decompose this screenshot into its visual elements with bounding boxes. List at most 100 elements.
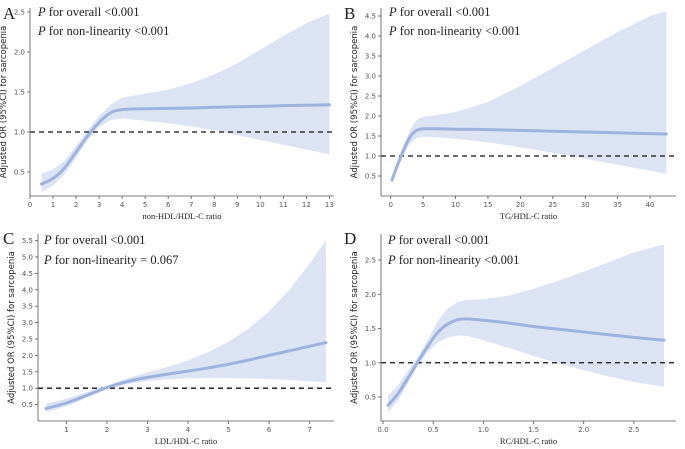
y-tick-label-d: 1.5 — [365, 325, 376, 333]
annotation-p-symbol: P — [388, 24, 397, 38]
annotation-nonlinearity-a: P for non-linearity <0.001 — [37, 24, 169, 38]
annotation-overall-text: for overall <0.001 — [52, 233, 146, 247]
x-tick-label-b: 20 — [516, 201, 525, 209]
y-tick-label-b: 3.0 — [365, 73, 376, 81]
y-tick-label-c: 4.5 — [22, 270, 33, 278]
x-tick-label-c: 6 — [267, 426, 272, 434]
x-tick-label-b: 35 — [613, 201, 622, 209]
panel-letter-c: C — [3, 229, 14, 248]
x-axis-title-a: non-HDL/HDL-C ratio — [142, 211, 221, 221]
x-tick-label-a: 6 — [166, 201, 171, 209]
y-tick-label-a: 2.5 — [14, 9, 25, 17]
x-tick-label-b: 5 — [421, 201, 425, 209]
panel-letter-b: B — [344, 4, 355, 23]
annotation-overall-a: P for overall <0.001 — [37, 5, 139, 19]
annotation-p-symbol: P — [387, 253, 396, 267]
annotation-overall-text: for overall <0.001 — [396, 233, 490, 247]
annotation-overall-b: P for overall <0.001 — [388, 5, 490, 19]
x-tick-label-a: 2 — [74, 201, 78, 209]
annotation-p-symbol: P — [37, 24, 46, 38]
y-tick-label-a: 2.0 — [14, 49, 25, 57]
y-tick-label-b: 1.0 — [365, 153, 376, 161]
x-tick-label-b: 25 — [548, 201, 557, 209]
y-tick-label-c: 2.0 — [22, 352, 33, 360]
y-tick-label-b: 3.5 — [365, 53, 376, 61]
panel-a: 0 1 2 3 4 5 6 7 8 9 10 11 12 130.51.01.52.02.5non-HDL… — [0, 4, 334, 221]
y-axis-title-d: Adjusted OR (95%CI) for sarcopenia — [350, 251, 360, 404]
annotation-p-symbol: P — [37, 5, 46, 19]
y-tick-label-d: 2.0 — [365, 291, 376, 299]
y-axis-title-b: Adjusted OR (95%CI) for sarcopenia — [350, 26, 360, 179]
x-tick-label-b: 10 — [451, 201, 460, 209]
x-tick-label-a: 5 — [143, 201, 147, 209]
annotation-nonlinearity-c: P for non-linearity = 0.067 — [43, 253, 178, 267]
y-tick-label-b: 4.5 — [365, 13, 376, 21]
y-tick-label-b: 0.5 — [365, 173, 376, 181]
panel-d: 0.0 0.5 1.0 1.5 2.0 2.5 0.5 1.0 1.5 2.0 2.5 RC/HDL-… — [344, 229, 676, 446]
annotation-nonlinearity-d: P for non-linearity <0.001 — [387, 253, 519, 267]
y-tick-label-c: 3.5 — [22, 303, 33, 311]
annotation-p-symbol: P — [387, 233, 396, 247]
annotation-overall-text: for overall <0.001 — [397, 5, 491, 19]
x-tick-label-a: 13 — [325, 201, 334, 209]
x-tick-label-b: 30 — [581, 201, 590, 209]
y-tick-label-c: 4.0 — [22, 286, 33, 294]
x-tick-label-a: 1 — [51, 201, 55, 209]
x-tick-label-a: 3 — [97, 201, 101, 209]
panel-letter-a: A — [3, 4, 16, 23]
y-tick-label-c: 0.5 — [22, 401, 33, 409]
ci-band-c — [46, 240, 326, 413]
annotation-nonlinearity-text: for non-linearity <0.001 — [397, 24, 521, 38]
or-curve-d — [386, 317, 666, 407]
x-tick-label-a: 12 — [302, 201, 311, 209]
x-tick-label-a: 10 — [256, 201, 265, 209]
y-axis-title-c: Adjusted OR (95%CI) for sarcopenia — [7, 251, 17, 404]
annotation-p-symbol: P — [43, 253, 52, 267]
annotation-overall-d: P for overall <0.001 — [387, 233, 489, 247]
y-tick-label-a: 1.0 — [14, 129, 25, 137]
x-tick-label-d: 1.5 — [528, 426, 539, 434]
x-tick-label-b: 40 — [646, 201, 655, 209]
x-tick-label-c: 7 — [307, 426, 311, 434]
annotation-p-symbol: P — [43, 233, 52, 247]
y-tick-label-d: 2.5 — [365, 257, 376, 265]
ci-band-a — [41, 13, 330, 192]
y-tick-label-c: 1.5 — [22, 368, 33, 376]
x-tick-label-c: 1 — [64, 426, 68, 434]
x-axis-title-b: TG/HDL-C ratio — [500, 211, 557, 221]
y-tick-label-b: 2.5 — [365, 93, 376, 101]
y-axis-title-a: Adjusted OR (95%CI) for sarcopenia — [0, 26, 9, 179]
panel-b: 0 5 10 15 20 25 30 35 40 0.5 1.0 1.5 2.0 2.5 3.0 3.5 4.0… — [344, 4, 676, 221]
x-tick-label-b: 15 — [484, 201, 493, 209]
y-tick-label-b: 2.0 — [365, 113, 376, 121]
x-tick-label-c: 5 — [226, 426, 230, 434]
annotation-nonlinearity-b: P for non-linearity <0.001 — [388, 24, 520, 38]
y-tick-label-d: 0.5 — [365, 394, 376, 402]
x-tick-label-a: 11 — [279, 201, 288, 209]
annotation-p-symbol: P — [388, 5, 397, 19]
x-tick-label-d: 0.5 — [428, 426, 439, 434]
or-curve-b — [390, 127, 668, 182]
y-tick-label-b: 1.5 — [365, 133, 376, 141]
x-tick-label-a: 0 — [28, 201, 32, 209]
x-tick-label-d: 0.0 — [377, 426, 388, 434]
x-tick-label-d: 2.5 — [628, 426, 639, 434]
annotation-nonlinearity-text: for non-linearity <0.001 — [46, 24, 170, 38]
y-tick-label-b: 4.0 — [365, 33, 376, 41]
x-tick-label-c: 4 — [186, 426, 191, 434]
annotation-nonlinearity-text: for non-linearity = 0.067 — [52, 253, 179, 267]
x-tick-label-d: 2.0 — [578, 426, 589, 434]
x-axis-title-d: RC/HDL-C ratio — [500, 436, 557, 446]
annotation-overall-c: P for overall <0.001 — [43, 233, 145, 247]
y-tick-label-d: 1.0 — [365, 359, 376, 367]
x-tick-label-a: 9 — [235, 201, 239, 209]
y-tick-label-a: 0.5 — [14, 169, 25, 177]
y-tick-label-c: 3.0 — [22, 319, 33, 327]
y-tick-label-a: 1.5 — [14, 89, 25, 97]
x-tick-label-d: 1.0 — [478, 426, 489, 434]
x-tick-label-c: 3 — [145, 426, 149, 434]
y-tick-label-c: 1.0 — [22, 385, 33, 393]
x-axis-title-c: LDL/HDL-C ratio — [155, 436, 218, 446]
annotation-nonlinearity-text: for non-linearity <0.001 — [396, 253, 520, 267]
